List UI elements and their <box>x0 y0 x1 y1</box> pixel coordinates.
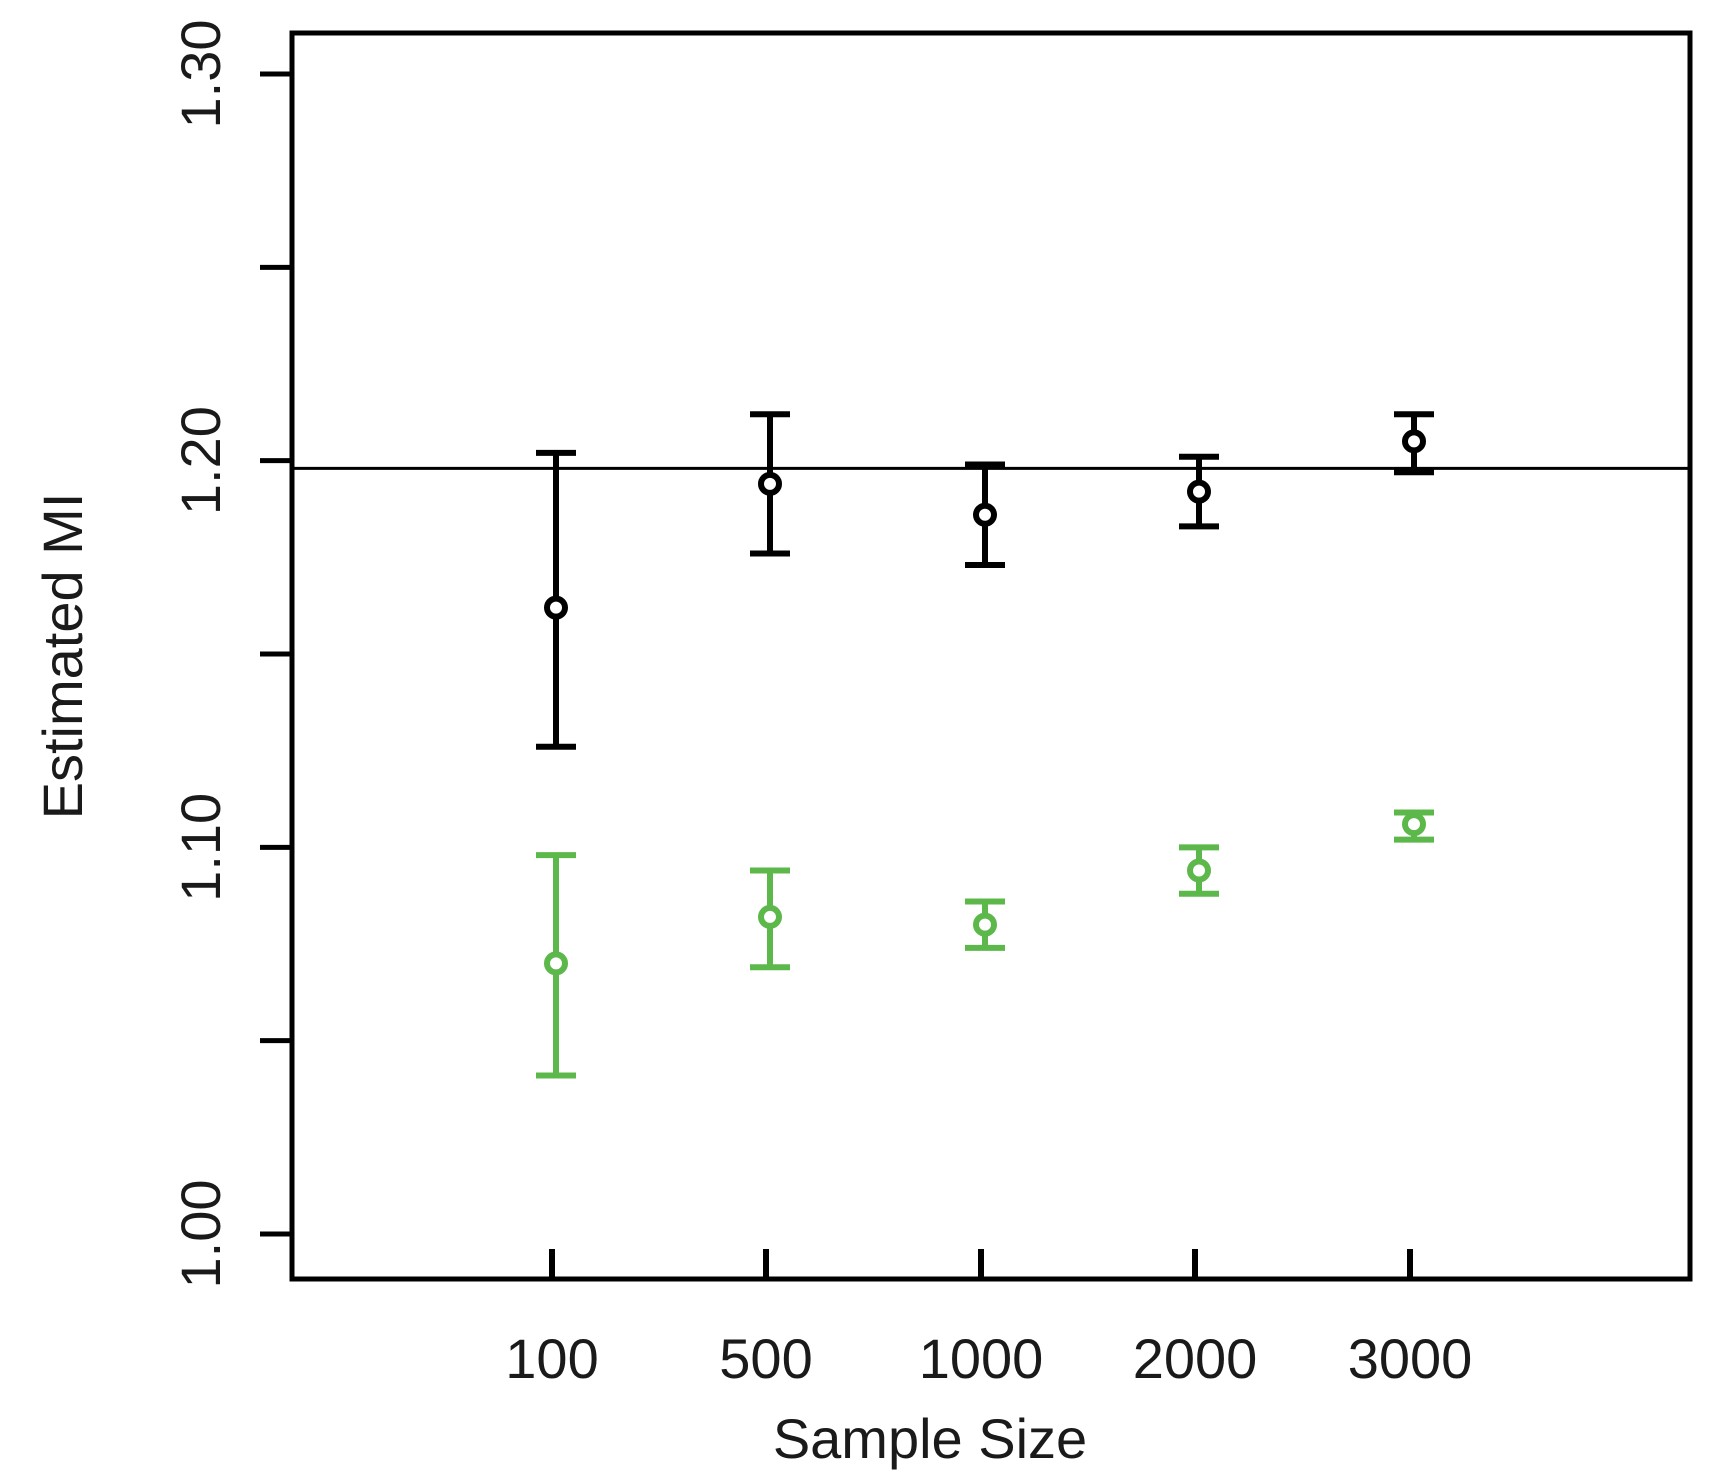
plot-marks <box>260 71 1690 1279</box>
data-point <box>973 912 997 937</box>
data-point <box>973 502 997 527</box>
y-axis-label: Estimated MI <box>31 493 94 820</box>
x-tick-label: 500 <box>719 1327 812 1390</box>
x-axis-label: Sample Size <box>773 1407 1087 1470</box>
data-point <box>758 904 782 929</box>
y-tick-label: 1.30 <box>169 19 232 128</box>
data-point <box>1187 479 1211 504</box>
data-point <box>1187 858 1211 883</box>
series-2 <box>536 809 1434 1079</box>
data-point <box>544 951 568 976</box>
y-tick-label: 1.20 <box>169 406 232 515</box>
plot-frame <box>289 30 1693 1282</box>
y-tick-label: 1.00 <box>169 1180 232 1289</box>
x-tick-label: 100 <box>505 1327 598 1390</box>
x-tick-label: 1000 <box>919 1327 1044 1390</box>
x-tick-label: 3000 <box>1348 1327 1473 1390</box>
y-tick-label: 1.10 <box>169 793 232 902</box>
data-point <box>1402 429 1426 454</box>
x-tick-label: 2000 <box>1133 1327 1258 1390</box>
data-point <box>1402 812 1426 837</box>
data-point <box>544 595 568 620</box>
series-1 <box>536 411 1434 750</box>
data-point <box>758 471 782 496</box>
